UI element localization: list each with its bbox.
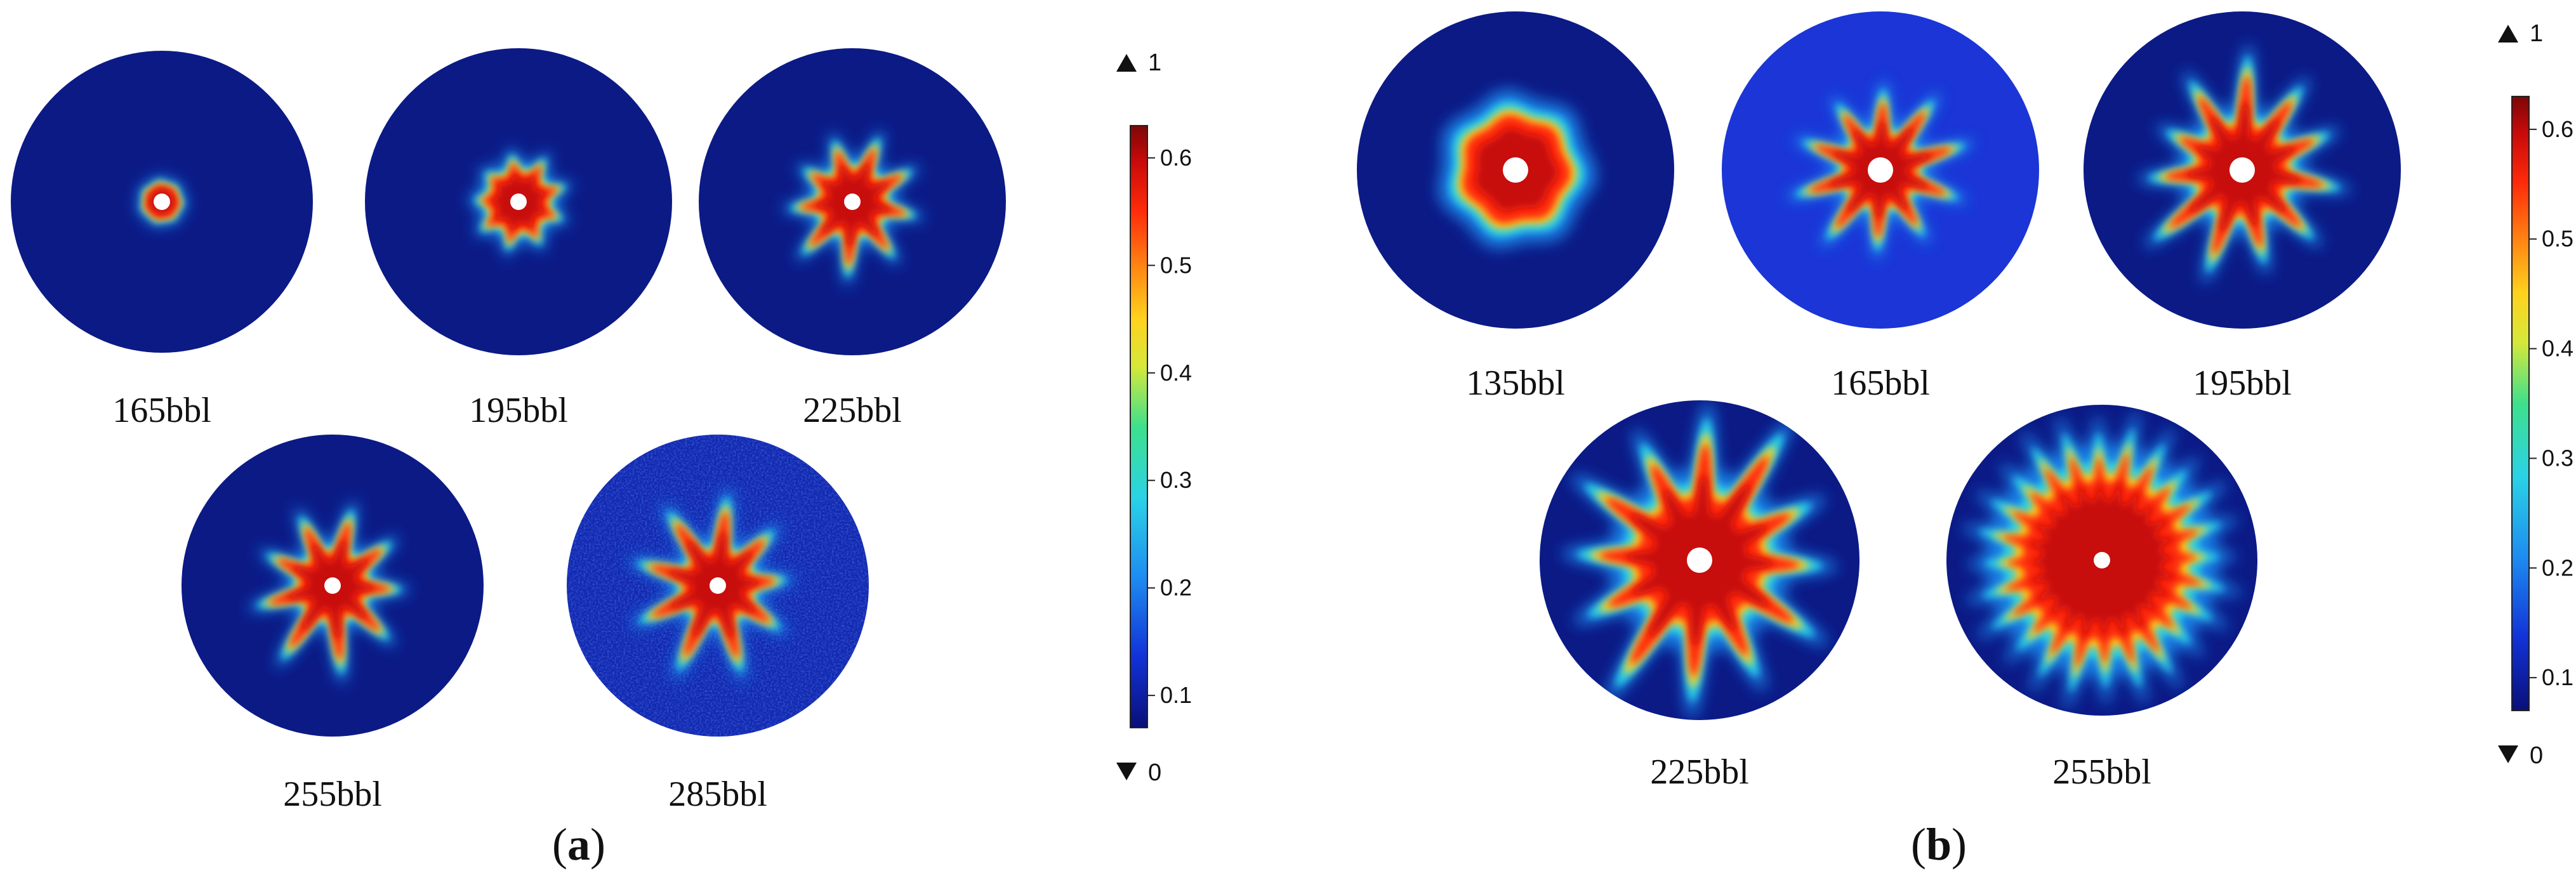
simulation-disc xyxy=(1540,400,1859,720)
colorbar-tick-label: 0.5 xyxy=(2542,226,2573,252)
colorbar-tick-label: 0.1 xyxy=(2542,664,2573,690)
wellbore-marker xyxy=(1503,157,1528,183)
wellbore-marker xyxy=(844,193,861,210)
panel-a-label: (a) xyxy=(552,819,605,870)
panel-a-colorbar: 0.6 0.5 0.4 0.3 0.2 0.1 1 0 xyxy=(1116,49,1192,786)
injection-volume-label: 255bbl xyxy=(283,775,382,814)
panel-b-simulations: 135bbl 165bbl 195bbl 225bbl 255bbl xyxy=(1357,11,2401,792)
colorbar-min-label: 0 xyxy=(2530,742,2543,769)
injection-volume-label: 135bbl xyxy=(1466,364,1565,403)
panel-b-label: (b) xyxy=(1911,819,1967,870)
colorbar-tick-label: 0.3 xyxy=(1160,467,1192,493)
colorbar-tick-label: 0.3 xyxy=(2542,445,2573,471)
wellbore-marker xyxy=(510,193,527,210)
wellbore-marker xyxy=(324,577,341,594)
panel-a-simulations: 165bbl 195bbl 225bbl 255bbl 285bbl xyxy=(11,48,1006,814)
injection-volume-label: 285bbl xyxy=(668,775,767,814)
colorbar-tick-label: 0.5 xyxy=(1160,252,1192,278)
colorbar-min-triangle-icon xyxy=(2498,745,2518,763)
injection-volume-label: 195bbl xyxy=(469,391,568,430)
colorbar-max-triangle-icon xyxy=(1116,54,1137,72)
colorbar-min-triangle-icon xyxy=(1116,763,1137,780)
injection-volume-label: 195bbl xyxy=(2193,364,2292,403)
colorbar-tick-label: 0.6 xyxy=(2542,116,2573,142)
panel-a: 165bbl 195bbl 225bbl 255bbl 285bbl 0.6 0.5 0.4… xyxy=(11,48,1192,870)
simulation-disc xyxy=(567,435,869,737)
injection-volume-label: 255bbl xyxy=(2052,752,2151,792)
colorbar-max-triangle-icon xyxy=(2498,25,2518,43)
simulation-disc xyxy=(1946,405,2257,716)
wellbore-marker xyxy=(710,577,726,594)
injection-volume-label: 165bbl xyxy=(1831,364,1930,403)
colorbar-tick-label: 0.1 xyxy=(1160,682,1192,708)
simulation-disc xyxy=(11,51,313,353)
simulation-disc xyxy=(2084,11,2401,329)
wellbore-marker xyxy=(1687,548,1712,573)
colorbar-tick-label: 0.2 xyxy=(1160,575,1192,601)
injection-volume-label: 225bbl xyxy=(1650,752,1749,792)
wellbore-marker xyxy=(1868,157,1893,183)
colorbar-max-label: 1 xyxy=(2530,20,2543,47)
colorbar-tick-label: 0.4 xyxy=(1160,360,1192,386)
colorbar-min-label: 0 xyxy=(1148,759,1161,786)
simulation-disc xyxy=(182,435,484,737)
simulation-disc xyxy=(1357,11,1674,329)
injection-volume-label: 165bbl xyxy=(112,391,211,430)
simulation-disc xyxy=(699,48,1006,355)
colorbar-gradient xyxy=(1130,125,1148,728)
panel-b-colorbar: 0.6 0.5 0.4 0.3 0.2 0.1 1 0 xyxy=(2498,20,2573,769)
colorbar-max-label: 1 xyxy=(1148,49,1161,76)
colorbar-tick-label: 0.4 xyxy=(2542,336,2573,362)
wellbore-marker xyxy=(2229,157,2255,183)
injection-volume-label: 225bbl xyxy=(803,391,902,430)
simulation-disc xyxy=(365,48,672,355)
panel-b: 135bbl 165bbl 195bbl 225bbl 255bbl 0.6 0.5 0.4… xyxy=(1357,11,2573,870)
colorbar-gradient xyxy=(2511,96,2530,711)
simulation-disc xyxy=(1722,11,2039,329)
wellbore-marker xyxy=(154,193,170,210)
wellbore-marker xyxy=(2094,552,2110,568)
colorbar-tick-label: 0.6 xyxy=(1160,145,1192,171)
colorbar-tick-label: 0.2 xyxy=(2542,554,2573,580)
